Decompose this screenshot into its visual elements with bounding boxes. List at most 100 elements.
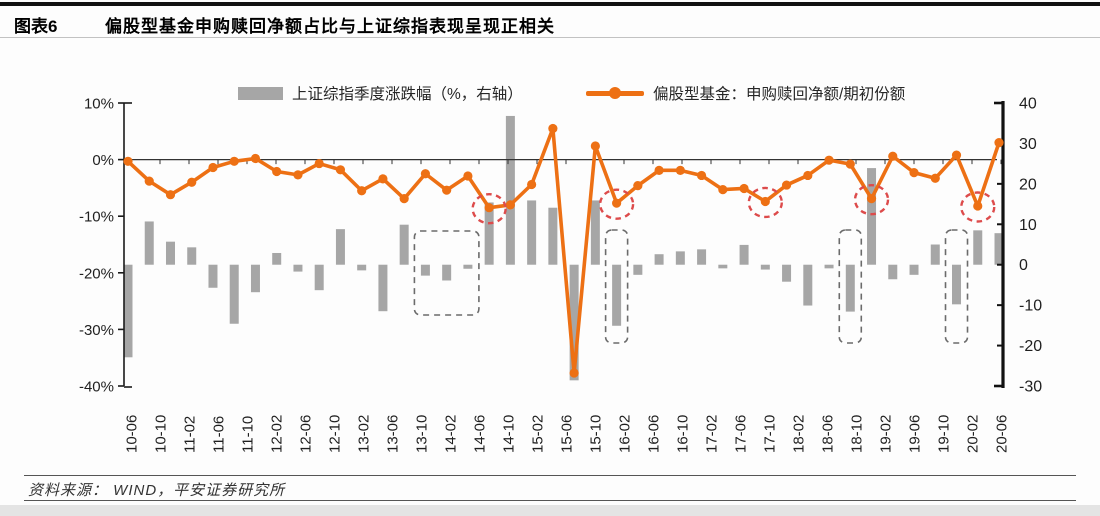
bar-sse-quarterly-change <box>654 254 664 265</box>
fund-netflow-point <box>612 198 622 208</box>
fund-netflow-point <box>484 203 494 213</box>
right-axis-label: 40 <box>1019 96 1037 113</box>
x-axis-label: 19-02 <box>878 415 895 453</box>
legend-line-label: 偏股型基金：申购赎回净额/期初份额 <box>653 86 906 103</box>
x-axis-label: 18-10 <box>849 415 866 453</box>
bar-sse-quarterly-change <box>760 264 770 270</box>
bar-sse-quarterly-change <box>824 264 834 269</box>
fund-netflow-point <box>505 200 515 210</box>
fund-netflow-point <box>909 168 919 178</box>
x-axis-label: 18-06 <box>820 415 837 453</box>
bar-sse-quarterly-change <box>569 264 579 381</box>
x-axis-label: 13-10 <box>414 415 431 453</box>
x-axis-label: 14-10 <box>501 415 518 453</box>
bar-sse-quarterly-change <box>845 264 855 312</box>
bar-sse-quarterly-change <box>952 264 962 305</box>
highlight-dashed-circle <box>747 186 784 219</box>
bar-sse-quarterly-change <box>272 252 282 265</box>
bar-sse-quarterly-change <box>590 200 600 265</box>
x-axis-label: 14-02 <box>443 415 460 453</box>
bar-sse-quarterly-change <box>442 264 452 281</box>
x-axis-label: 10-10 <box>153 415 170 453</box>
right-axis-label: 20 <box>1019 176 1037 193</box>
highlight-dashed-box <box>604 229 629 344</box>
bar-sse-quarterly-change <box>675 251 685 265</box>
fund-netflow-point <box>569 368 579 378</box>
x-axis-label: 12-02 <box>269 415 286 453</box>
fund-netflow-point <box>527 179 537 190</box>
fund-netflow-point <box>293 170 303 180</box>
bar-sse-quarterly-change <box>357 264 367 271</box>
bar-sse-quarterly-change <box>739 244 749 265</box>
header-divider <box>0 37 1100 38</box>
x-axis-label: 17-10 <box>762 415 779 453</box>
right-axis-label: -10 <box>1019 298 1042 315</box>
x-axis-label: 20-06 <box>994 415 1011 453</box>
bar-sse-quarterly-change <box>229 264 239 324</box>
x-axis-label: 17-02 <box>704 415 721 453</box>
bar-sse-quarterly-change <box>718 264 728 269</box>
bar-sse-quarterly-change <box>994 233 1004 265</box>
fund-netflow-point <box>866 194 877 204</box>
x-axis-label: 13-02 <box>356 415 373 453</box>
x-axis-label: 11-10 <box>240 416 257 453</box>
bar-sse-quarterly-change <box>165 241 175 265</box>
bar-sse-quarterly-change <box>293 264 303 272</box>
x-axis-label: 16-06 <box>646 415 663 453</box>
highlight-dashed-circle <box>853 183 890 216</box>
bar-sse-quarterly-change <box>782 264 792 282</box>
x-axis-label: 11-02 <box>182 416 199 453</box>
left-axis-label: -20% <box>79 265 114 282</box>
fund-netflow-point <box>123 156 133 166</box>
x-axis-label: 14-06 <box>472 415 489 453</box>
bar-sse-quarterly-change <box>505 115 515 265</box>
bar-sse-quarterly-change <box>930 244 940 265</box>
bar-sse-quarterly-change <box>144 221 154 265</box>
bar-sse-quarterly-change <box>548 207 558 265</box>
x-axis-label: 10-06 <box>124 415 141 453</box>
fund-netflow-point <box>590 141 600 151</box>
left-axis-label: 10% <box>84 96 114 113</box>
x-axis-label: 11-06 <box>211 416 228 453</box>
highlight-dashed-box <box>413 230 480 316</box>
left-axis-label: -30% <box>79 322 114 339</box>
fund-netflow-point <box>803 170 813 181</box>
fund-netflow-point <box>781 180 792 190</box>
left-axis-label: 0% <box>92 152 114 169</box>
fund-netflow-point <box>335 165 346 175</box>
right-axis-label: -30 <box>1019 379 1042 396</box>
x-axis-label: 19-06 <box>907 415 924 453</box>
figure-header: 图表6 偏股型基金申购赎回净额占比与上证综指表现呈现正相关 <box>0 10 1100 36</box>
bar-sse-quarterly-change <box>187 247 197 265</box>
bar-sse-quarterly-change <box>803 264 813 306</box>
figure-number: 图表6 <box>14 17 58 36</box>
fund-netflow-point <box>973 201 983 211</box>
bar-sse-quarterly-change <box>909 264 919 275</box>
fund-netflow-point <box>675 165 685 175</box>
highlight-dashed-box <box>944 229 969 344</box>
bar-sse-quarterly-change <box>484 202 494 265</box>
fund-netflow-point <box>357 186 367 196</box>
bar-sse-quarterly-change <box>123 264 133 358</box>
fund-netflow-point <box>739 183 749 194</box>
fund-netflow-point <box>463 171 473 181</box>
bar-sse-quarterly-change <box>867 168 877 265</box>
bar-sse-quarterly-change <box>420 264 430 276</box>
top-divider <box>0 2 1100 6</box>
fund-netflow-point <box>208 162 218 173</box>
fund-netflow-point <box>378 174 388 184</box>
fund-netflow-point <box>187 177 197 187</box>
fund-netflow-point <box>165 190 176 200</box>
fund-netflow-point <box>951 150 962 160</box>
fund-netflow-point <box>696 170 707 181</box>
x-axis-label: 15-06 <box>559 415 576 453</box>
legend-item-line: 偏股型基金：申购赎回净额/期初份额 <box>586 82 905 104</box>
legend-bar-label: 上证综指季度涨跌幅（%，右轴） <box>292 86 523 103</box>
right-axis-label: 10 <box>1019 217 1037 234</box>
bar-sse-quarterly-change <box>697 249 707 265</box>
x-axis-label: 18-02 <box>791 415 808 453</box>
x-axis-label: 15-10 <box>588 415 605 453</box>
source-note: 资料来源： WIND，平安证券研究所 <box>28 482 286 499</box>
fund-netflow-point <box>272 166 282 177</box>
